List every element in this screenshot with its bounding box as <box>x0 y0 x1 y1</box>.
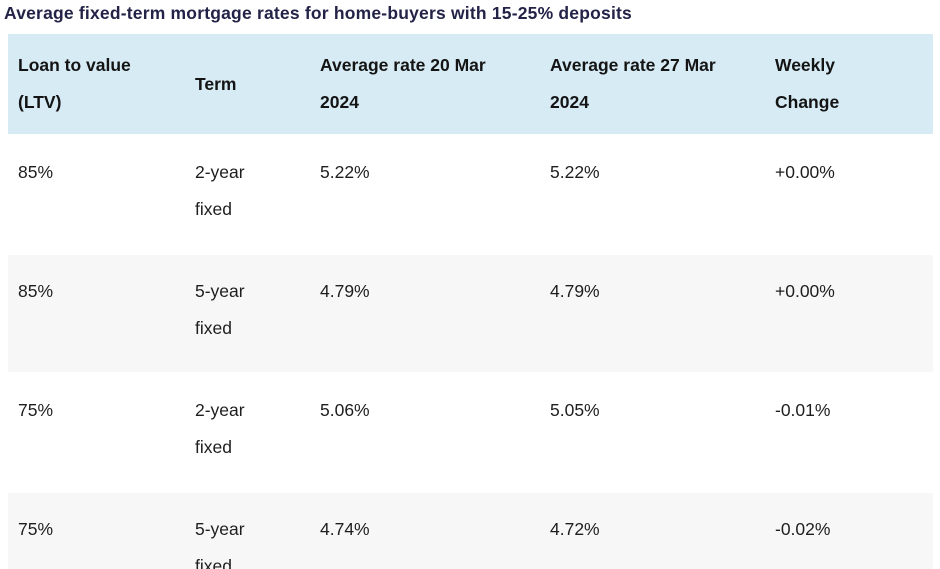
table-cell-value: 5-year fixed <box>195 519 245 569</box>
column-header-rate-20-mar: Average rate 20 Mar 2024 <box>310 34 540 135</box>
table-cell-value: 4.79% <box>550 281 600 301</box>
table-cell-value: 4.79% <box>320 281 370 301</box>
table-cell-value: 5.05% <box>550 400 600 420</box>
table-cell: 85% <box>8 253 185 373</box>
table-cell: 2-year fixed <box>185 372 310 492</box>
column-header-rate-27-mar: Average rate 27 Mar 2024 <box>540 34 765 135</box>
table-cell: 5.06% <box>310 372 540 492</box>
column-header-term: Term <box>185 34 310 135</box>
table-cell: 4.74% <box>310 491 540 569</box>
table-cell-value: 75% <box>18 519 54 539</box>
table-cell-value: 5-year fixed <box>195 281 245 338</box>
mortgage-rates-table: Loan to value (LTV) Term Average rate 20… <box>8 34 933 569</box>
column-header-label: Weekly Change <box>775 55 840 112</box>
column-header-ltv: Loan to value (LTV) <box>8 34 185 135</box>
table-cell: 5.22% <box>310 134 540 254</box>
table-cell-value: 85% <box>18 162 54 182</box>
table-row: 75% 2-year fixed 5.06% 5.05% -0.01% <box>8 372 933 492</box>
table-cell-value: 85% <box>18 281 54 301</box>
table-body: 85% 2-year fixed 5.22% 5.22% +0.00% 85% 5-year… <box>8 134 933 569</box>
table-cell-value: 5.22% <box>550 162 600 182</box>
table-cell-value: +0.00% <box>775 281 835 301</box>
column-header-weekly-change: Weekly Change <box>765 34 933 135</box>
table-cell-value: 5.06% <box>320 400 370 420</box>
table-cell: 75% <box>8 491 185 569</box>
table-cell-value: 4.72% <box>550 519 600 539</box>
table-cell: 2-year fixed <box>185 134 310 254</box>
table-cell-value: 75% <box>18 400 54 420</box>
table-cell: 85% <box>8 134 185 254</box>
column-header-label: Loan to value (LTV) <box>18 55 131 112</box>
table-header: Loan to value (LTV) Term Average rate 20… <box>8 34 933 135</box>
table-cell: 4.79% <box>310 253 540 373</box>
table-cell-value: 4.74% <box>320 519 370 539</box>
table-cell: 4.79% <box>540 253 765 373</box>
table-cell: -0.02% <box>765 491 933 569</box>
table-cell-value: -0.02% <box>775 519 831 539</box>
table-cell: 5-year fixed <box>185 491 310 569</box>
column-header-label: Average rate 20 Mar 2024 <box>320 55 486 112</box>
column-header-label: Average rate 27 Mar 2024 <box>550 55 716 112</box>
table-title: Average fixed-term mortgage rates for ho… <box>4 3 632 23</box>
table-cell: 5-year fixed <box>185 253 310 373</box>
table-row: 85% 5-year fixed 4.79% 4.79% +0.00% <box>8 253 933 373</box>
table-row: 75% 5-year fixed 4.74% 4.72% -0.02% <box>8 491 933 569</box>
table-cell-value: 5.22% <box>320 162 370 182</box>
table-cell-value: -0.01% <box>775 400 831 420</box>
table-cell: +0.00% <box>765 253 933 373</box>
table-cell: 75% <box>8 372 185 492</box>
table-cell: 5.05% <box>540 372 765 492</box>
table-cell: +0.00% <box>765 134 933 254</box>
table-cell: 4.72% <box>540 491 765 569</box>
table-cell: -0.01% <box>765 372 933 492</box>
table-cell-value: 2-year fixed <box>195 162 245 219</box>
table-cell-value: +0.00% <box>775 162 835 182</box>
table-row: 85% 2-year fixed 5.22% 5.22% +0.00% <box>8 134 933 254</box>
table-cell: 5.22% <box>540 134 765 254</box>
table-cell-value: 2-year fixed <box>195 400 245 457</box>
table-header-row: Loan to value (LTV) Term Average rate 20… <box>8 34 933 135</box>
column-header-label: Term <box>195 73 237 94</box>
